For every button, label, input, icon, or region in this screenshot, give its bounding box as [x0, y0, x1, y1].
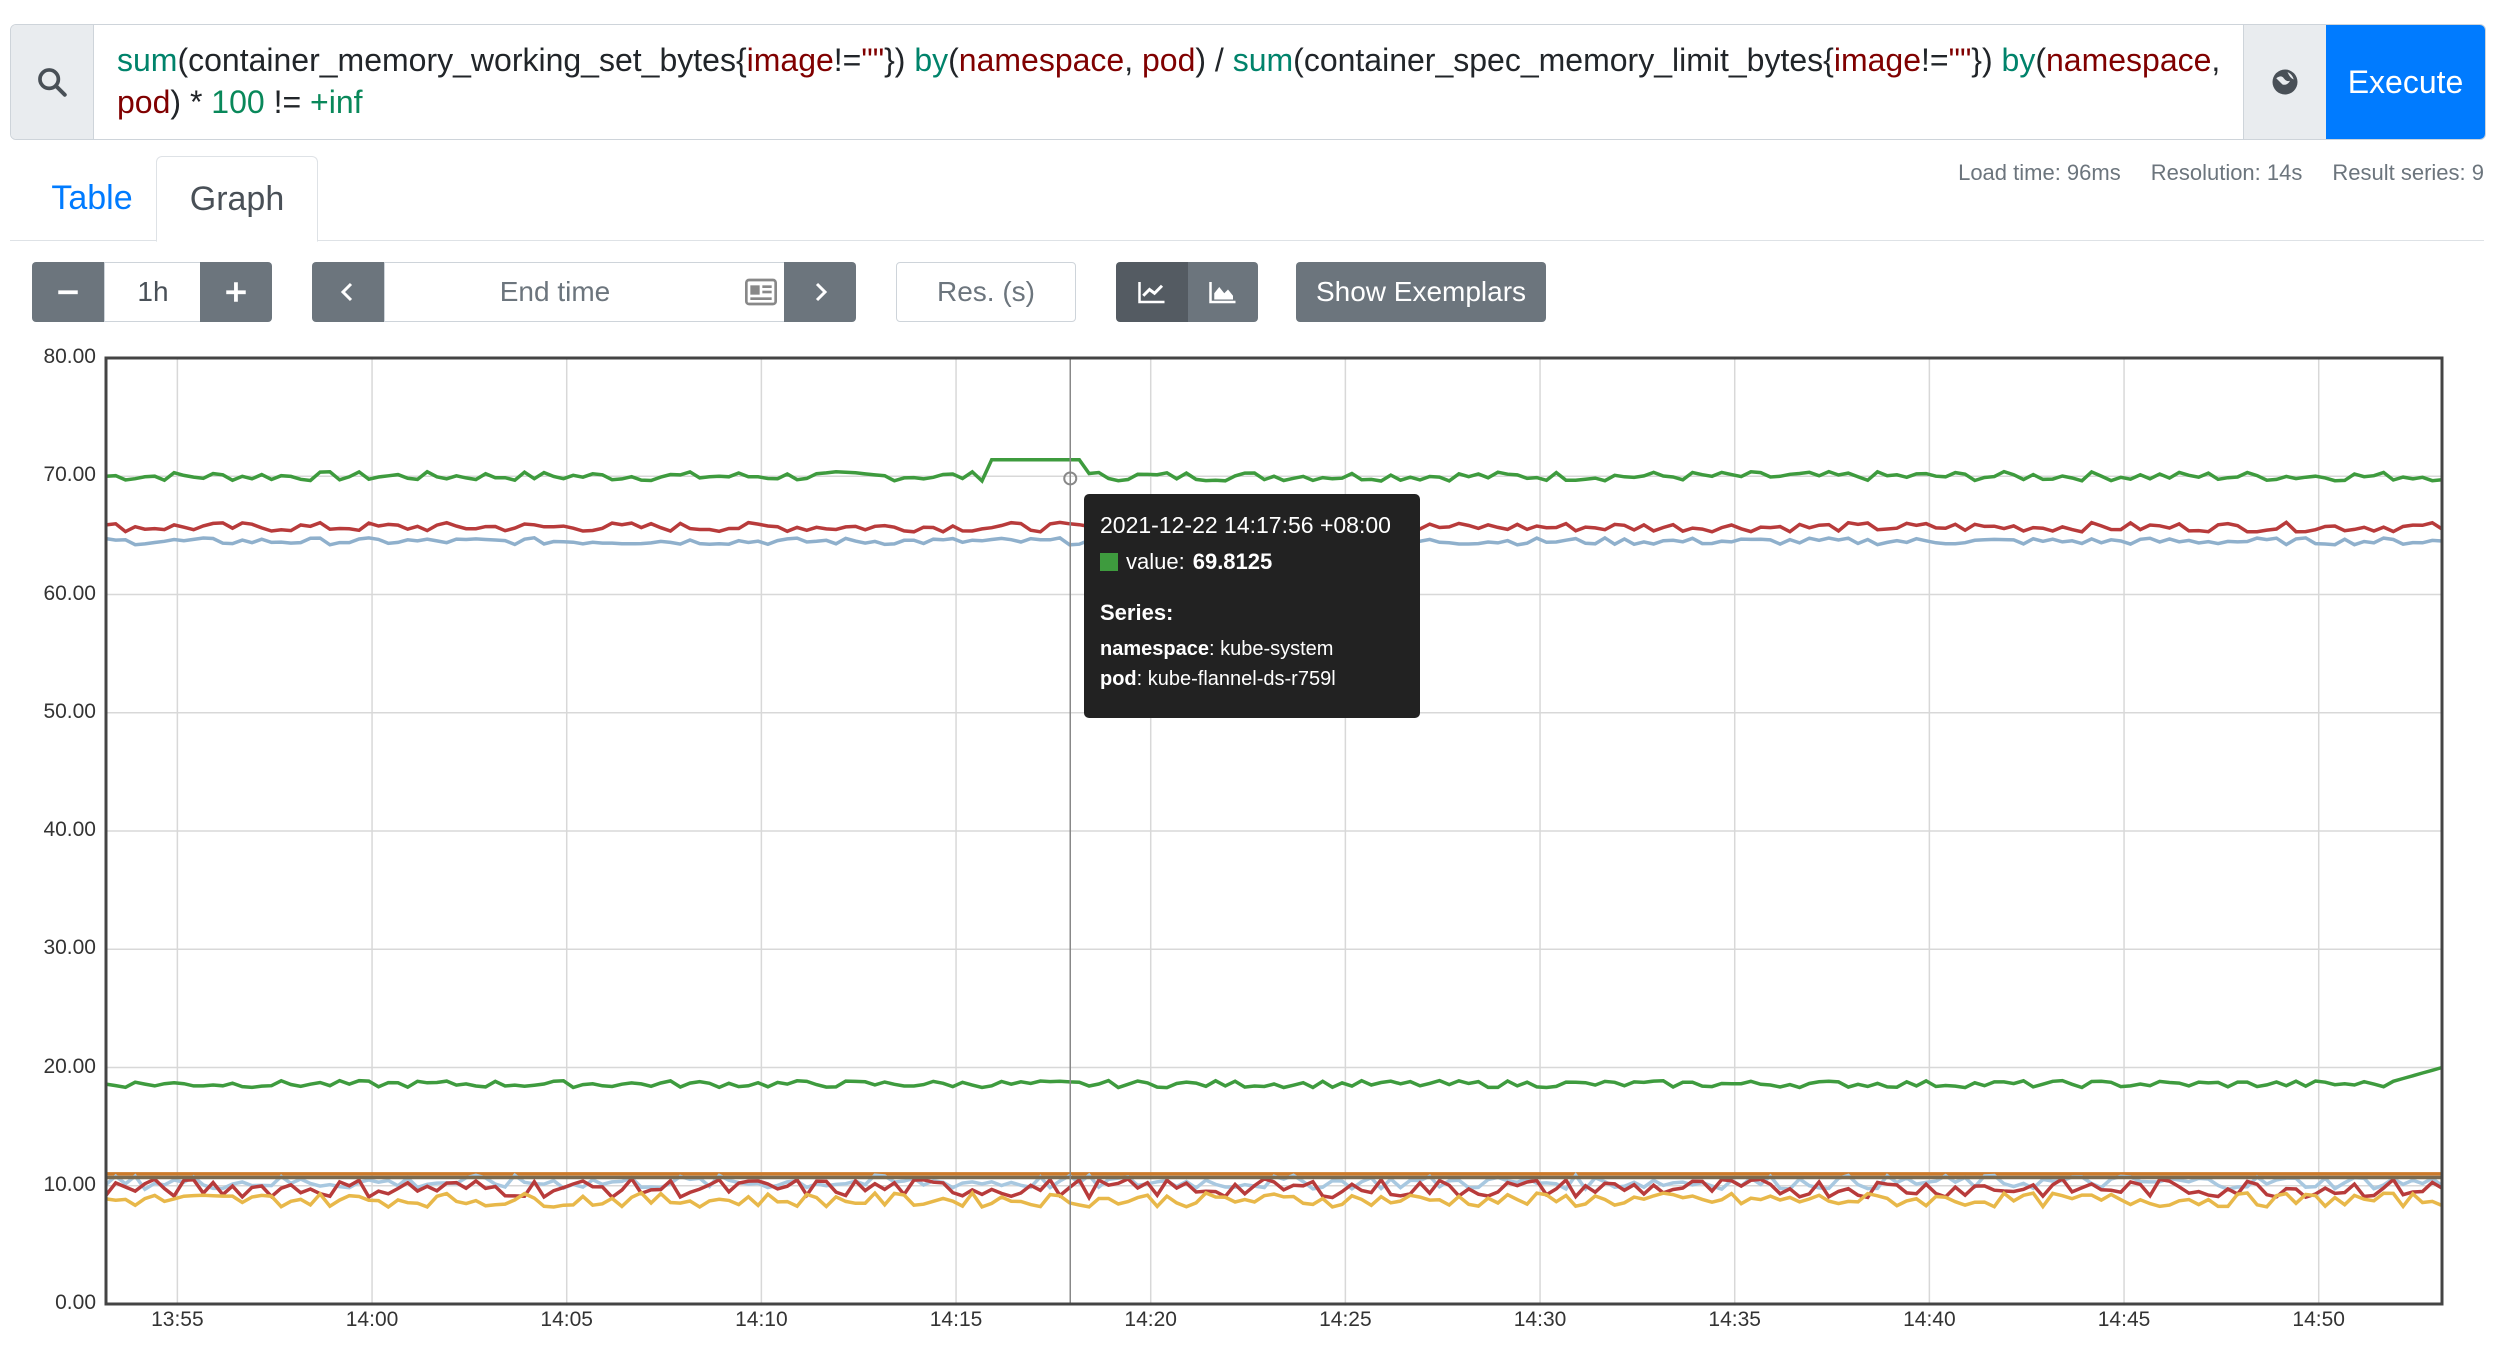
tooltip-value: value: 69.8125: [1100, 549, 1272, 575]
y-tick-label: 30.00: [43, 936, 96, 960]
stacked-chart-button[interactable]: [1188, 262, 1258, 322]
show-exemplars-button[interactable]: Show Exemplars: [1296, 262, 1546, 322]
series-line: [104, 1175, 2443, 1202]
plus-icon: [226, 282, 246, 302]
y-tick-label: 50.00: [43, 699, 96, 723]
query-stats: Load time: 96ms Resolution: 14s Result s…: [1958, 160, 2484, 186]
chevron-left-icon: [340, 282, 353, 302]
y-tick-label: 40.00: [43, 818, 96, 841]
x-tick-label: 14:20: [1124, 1308, 1177, 1331]
y-tick-label: 0.00: [55, 1291, 96, 1314]
expression-token: sum: [117, 42, 178, 78]
x-tick-label: 14:00: [345, 1308, 399, 1331]
end-time-forward-button[interactable]: [784, 262, 856, 322]
hover-point-marker: [1063, 471, 1078, 486]
tooltip-series-label: Series:: [1100, 600, 1174, 625]
end-time-back-button[interactable]: [312, 262, 384, 322]
expression-token: (: [948, 42, 959, 78]
expression-bar: sum(container_memory_working_set_bytes{i…: [10, 24, 2486, 140]
tooltip-value-label: value:: [1126, 549, 1185, 574]
expression-token: pod: [117, 84, 171, 120]
pod-key: pod: [1100, 668, 1137, 690]
range-increase-button[interactable]: [200, 262, 272, 322]
tooltip-pod: pod: kube-flannel-ds-r759l: [1100, 668, 1336, 691]
expression-token: +inf: [310, 84, 363, 120]
area-chart-icon: [1209, 282, 1236, 304]
expression-token: !=: [264, 84, 311, 120]
x-tick-label: 14:05: [540, 1308, 593, 1331]
expression-token: ,: [2211, 42, 2221, 78]
unstacked-chart-button[interactable]: [1116, 262, 1188, 322]
x-tick-label: 14:10: [735, 1308, 788, 1331]
expression-token: }): [884, 42, 915, 78]
y-tick-label: 10.00: [43, 1172, 96, 1196]
expression-token: "": [861, 42, 885, 78]
metrics-explorer-icon[interactable]: [2243, 25, 2326, 139]
expression-token: by: [2001, 42, 2036, 78]
namespace-value: : kube-system: [1208, 638, 1334, 660]
hover-tooltip: 2021-12-22 14:17:56 +08:00 value: 69.812…: [1084, 494, 1420, 718]
series-line: [105, 457, 2443, 484]
expression-input[interactable]: sum(container_memory_working_set_bytes{i…: [117, 39, 2227, 123]
tooltip-namespace: namespace: kube-system: [1100, 638, 1333, 661]
expression-token: namespace: [958, 42, 1125, 78]
series-line: [104, 1172, 2444, 1192]
pod-value: : kube-flannel-ds-r759l: [1136, 668, 1336, 690]
expression-token: ,: [1124, 42, 1142, 78]
range-input[interactable]: 1h: [104, 262, 202, 322]
expression-token: ) *: [170, 84, 212, 120]
expression-token: pod: [1141, 42, 1196, 78]
end-time-placeholder: End time: [499, 276, 611, 307]
y-tick-label: 60.00: [43, 581, 96, 605]
y-tick-label: 20.00: [43, 1054, 96, 1078]
series-line: [105, 1190, 2443, 1210]
resolution: Resolution: 14s: [2150, 160, 2303, 185]
minus-icon: [58, 290, 78, 295]
resolution-input[interactable]: Res. (s): [896, 262, 1076, 322]
x-tick-label: 14:15: [929, 1308, 983, 1331]
expression-token: (container_spec_memory_limit_bytes{: [1293, 42, 1834, 78]
expression-token: by: [914, 42, 949, 78]
end-time-input[interactable]: End time: [384, 262, 786, 322]
expression-token: 100: [211, 84, 265, 120]
result-series: Result series: 9: [2332, 160, 2484, 185]
range-decrease-button[interactable]: [32, 262, 104, 322]
calendar-icon[interactable]: [745, 277, 777, 307]
tab-bar: Table Graph: [10, 156, 2484, 242]
tab-graph[interactable]: Graph: [156, 156, 318, 242]
expression-token: !=: [1921, 42, 1949, 78]
x-tick-label: 14:40: [1903, 1308, 1956, 1331]
expression-token: image: [746, 42, 834, 78]
tooltip-value-number: 69.8125: [1192, 549, 1273, 574]
expression-token: !=: [833, 42, 862, 78]
y-tick-label: 80.00: [43, 345, 96, 368]
namespace-key: namespace: [1100, 638, 1209, 660]
load-time: Load time: 96ms: [1958, 160, 2121, 185]
expression-token: namespace: [2045, 42, 2212, 78]
series-line: [105, 1065, 2443, 1090]
expression-token: (container_memory_working_set_bytes{: [177, 42, 747, 78]
x-tick-label: 14:45: [2097, 1308, 2151, 1331]
chevron-right-icon: [815, 282, 828, 302]
search-icon: [11, 25, 94, 139]
expression-token: sum: [1232, 42, 1294, 78]
expression-token: "": [1948, 42, 1972, 78]
expression-token: ) /: [1195, 42, 1233, 78]
x-tick-label: 14:35: [1708, 1308, 1761, 1331]
x-tick-label: 14:50: [2292, 1308, 2345, 1331]
x-tick-label: 14:30: [1513, 1308, 1567, 1331]
expression-token: }): [1971, 42, 2002, 78]
series-color-swatch: [1100, 553, 1118, 571]
y-tick-label: 70.00: [43, 463, 96, 487]
tab-table[interactable]: Table: [51, 178, 133, 217]
x-tick-label: 13:55: [151, 1308, 204, 1331]
expression-token: image: [1833, 42, 1921, 78]
expression-token: (: [2035, 42, 2046, 78]
execute-button[interactable]: Execute: [2326, 25, 2485, 139]
line-chart-icon: [1138, 282, 1165, 304]
tooltip-time: 2021-12-22 14:17:56 +08:00: [1100, 512, 1391, 538]
x-tick-label: 14:25: [1319, 1308, 1372, 1331]
